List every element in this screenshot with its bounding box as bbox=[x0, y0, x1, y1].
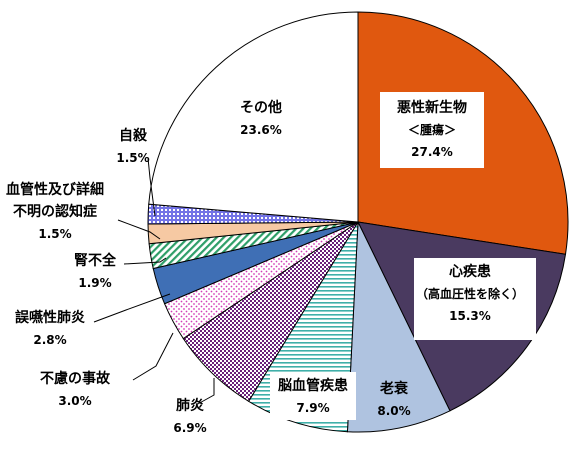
slice-value-5: 3.0% bbox=[58, 394, 91, 408]
slice-value-9: 1.5% bbox=[116, 151, 149, 165]
label-box-3 bbox=[270, 372, 356, 420]
leader-line-9 bbox=[147, 157, 156, 217]
slice-value-8: 1.5% bbox=[38, 227, 71, 241]
pie-slice-2 bbox=[346, 221, 451, 433]
slice-value-7: 1.9% bbox=[78, 276, 111, 290]
leader-line-8 bbox=[117, 219, 161, 240]
leader-line-5 bbox=[132, 332, 174, 381]
slice-label-5: 不慮の事故 bbox=[40, 370, 111, 387]
slice-label-0: ＜腫瘍＞ bbox=[408, 122, 456, 137]
slice-value-1: 15.3% bbox=[449, 309, 491, 323]
slice-label-0: 悪性新生物 bbox=[397, 99, 467, 116]
leader-lines bbox=[93, 157, 215, 406]
label-box-1 bbox=[414, 258, 536, 340]
slice-label-8: 血管性及び詳細 bbox=[6, 181, 104, 198]
slice-value-10: 23.6% bbox=[240, 123, 282, 137]
slice-label-2: 老衰 bbox=[380, 380, 409, 397]
label-box-0 bbox=[380, 92, 484, 168]
slice-label-6: 誤嚥性肺炎 bbox=[15, 309, 85, 326]
leader-line-4 bbox=[195, 378, 215, 406]
slice-label-8: 不明の認知症 bbox=[13, 203, 97, 220]
slice-label-3: 脳血管疾患 bbox=[278, 377, 348, 394]
pie-slice-10 bbox=[148, 11, 359, 223]
slice-value-4: 6.9% bbox=[173, 421, 206, 435]
slice-label-10: その他 bbox=[240, 99, 282, 116]
slice-value-2: 8.0% bbox=[377, 404, 410, 418]
slice-label-1: 心疾患 bbox=[449, 263, 491, 280]
slice-value-0: 27.4% bbox=[411, 145, 453, 159]
slice-label-4: 肺炎 bbox=[176, 398, 204, 414]
leader-line-7 bbox=[123, 257, 167, 265]
slice-label-7: 腎不全 bbox=[74, 252, 117, 269]
slice-value-6: 2.8% bbox=[33, 333, 66, 347]
slice-labels: 悪性新生物 ＜腫瘍＞ 27.4% 心疾患 （高血圧性を除く） 15.3% 老衰 8.0% 脳血管… bbox=[6, 92, 536, 435]
slice-label-1: （高血圧性を除く） bbox=[416, 286, 524, 301]
slice-value-3: 7.9% bbox=[296, 401, 329, 415]
leader-line-6 bbox=[93, 293, 171, 323]
slice-label-9: 自殺 bbox=[119, 127, 148, 144]
pie-slices bbox=[147, 11, 569, 433]
